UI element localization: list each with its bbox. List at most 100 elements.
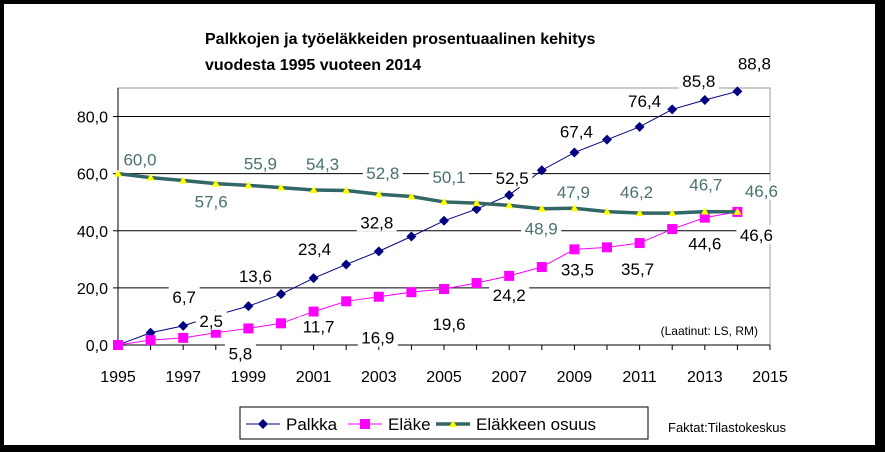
data-label: 35,7 [621, 260, 654, 279]
diamond-marker [699, 94, 710, 105]
square-marker [308, 306, 319, 317]
square-marker [276, 318, 286, 329]
y-tick-label: 80,0 [77, 110, 108, 127]
data-label: 46,6 [740, 226, 773, 245]
triangle-marker [146, 173, 155, 181]
diamond-marker [308, 273, 319, 284]
data-label: 44,6 [688, 235, 721, 254]
diamond-marker [243, 301, 254, 312]
diamond-marker [276, 289, 286, 300]
triangle-marker [700, 207, 709, 215]
legend-label: Palkka [286, 415, 338, 434]
legend-label: Eläke [388, 415, 431, 434]
diamond-marker [634, 121, 645, 132]
square-marker [439, 284, 449, 295]
diamond-marker [732, 86, 743, 97]
diamond-marker [602, 134, 612, 145]
data-label: 19,6 [432, 315, 465, 334]
square-marker [602, 242, 612, 253]
data-label: 24,2 [493, 286, 526, 305]
triangle-marker [449, 420, 457, 427]
data-label-bg [294, 239, 335, 259]
diamond-marker [439, 215, 449, 226]
x-tick-label: 1995 [100, 369, 136, 386]
data-label-bg [191, 191, 232, 211]
data-label-bg [741, 180, 782, 200]
data-label: 46,7 [689, 176, 722, 195]
data-label: 76,4 [628, 92, 661, 111]
triangle-marker [505, 201, 514, 209]
data-label: 46,2 [620, 183, 653, 202]
data-label: 33,5 [561, 260, 594, 279]
data-label: 67,4 [560, 123, 593, 142]
triangle-marker [603, 207, 611, 215]
data-label: 60,0 [123, 151, 156, 170]
data-label: 16,9 [361, 329, 394, 348]
x-tick-label: 2009 [557, 369, 593, 386]
x-tick-label: 2007 [491, 369, 527, 386]
y-tick-label: 20,0 [77, 281, 108, 298]
triangle-marker [309, 185, 318, 193]
data-label-bg [298, 316, 339, 336]
data-label-bg [685, 174, 726, 194]
y-tick-label: 60,0 [77, 167, 108, 184]
square-marker [360, 419, 370, 429]
data-label-bg [617, 259, 658, 279]
square-marker [471, 278, 482, 289]
data-label-bg [557, 259, 598, 279]
data-label-bg [678, 70, 719, 90]
square-marker [536, 262, 547, 273]
triangle-marker [244, 181, 253, 189]
square-marker [341, 296, 352, 307]
data-label: 54,3 [306, 155, 339, 174]
data-label-bg [235, 266, 276, 286]
data-label: 23,4 [298, 240, 331, 259]
data-label-bg [624, 90, 665, 110]
data-label-bg [362, 163, 403, 183]
data-label-bg [429, 314, 469, 334]
x-tick-label: 1997 [165, 369, 201, 386]
diamond-marker [406, 231, 417, 242]
square-marker [178, 332, 189, 343]
data-label: 50,1 [432, 168, 465, 187]
x-tick-label: 2005 [426, 369, 462, 386]
data-label-bg [684, 233, 725, 253]
y-tick-label: 40,0 [77, 224, 108, 241]
legend-label: Eläkkeen osuus [476, 415, 596, 434]
data-label: 85,8 [682, 72, 715, 91]
x-tick-label: 2001 [296, 369, 332, 386]
triangle-marker [440, 197, 448, 205]
data-label-bg [734, 53, 775, 73]
legend: Palkka Eläke Eläkkeen osuus [239, 406, 649, 440]
y-tick-label: 0,0 [86, 338, 108, 355]
triangle-marker [733, 207, 742, 215]
square-marker [243, 323, 254, 334]
chart-frame [4, 4, 875, 445]
series-line-1 [117, 211, 738, 346]
data-label-bg [120, 149, 160, 169]
diamond-marker [504, 190, 515, 201]
data-label-bg [492, 168, 533, 188]
diamond-marker [178, 320, 189, 331]
triangle-marker [114, 169, 122, 177]
data-label-bg [553, 182, 594, 202]
triangle-marker [472, 199, 481, 207]
data-label: 57,6 [195, 193, 228, 212]
data-label-bg [616, 182, 657, 202]
square-marker [373, 291, 384, 302]
square-marker [667, 224, 678, 235]
data-label-bg [489, 284, 530, 304]
triangle-marker [407, 192, 416, 200]
x-tick-label: 2003 [361, 369, 397, 386]
diamond-marker [536, 165, 547, 176]
data-label-bg [357, 327, 398, 347]
square-marker [699, 212, 710, 223]
diamond-marker [569, 147, 580, 158]
square-marker [504, 270, 515, 281]
square-marker [113, 340, 123, 350]
triangle-marker [277, 183, 285, 191]
data-label: 52,8 [366, 164, 399, 183]
x-tick-label: 2015 [752, 369, 788, 386]
triangle-marker [635, 209, 644, 217]
